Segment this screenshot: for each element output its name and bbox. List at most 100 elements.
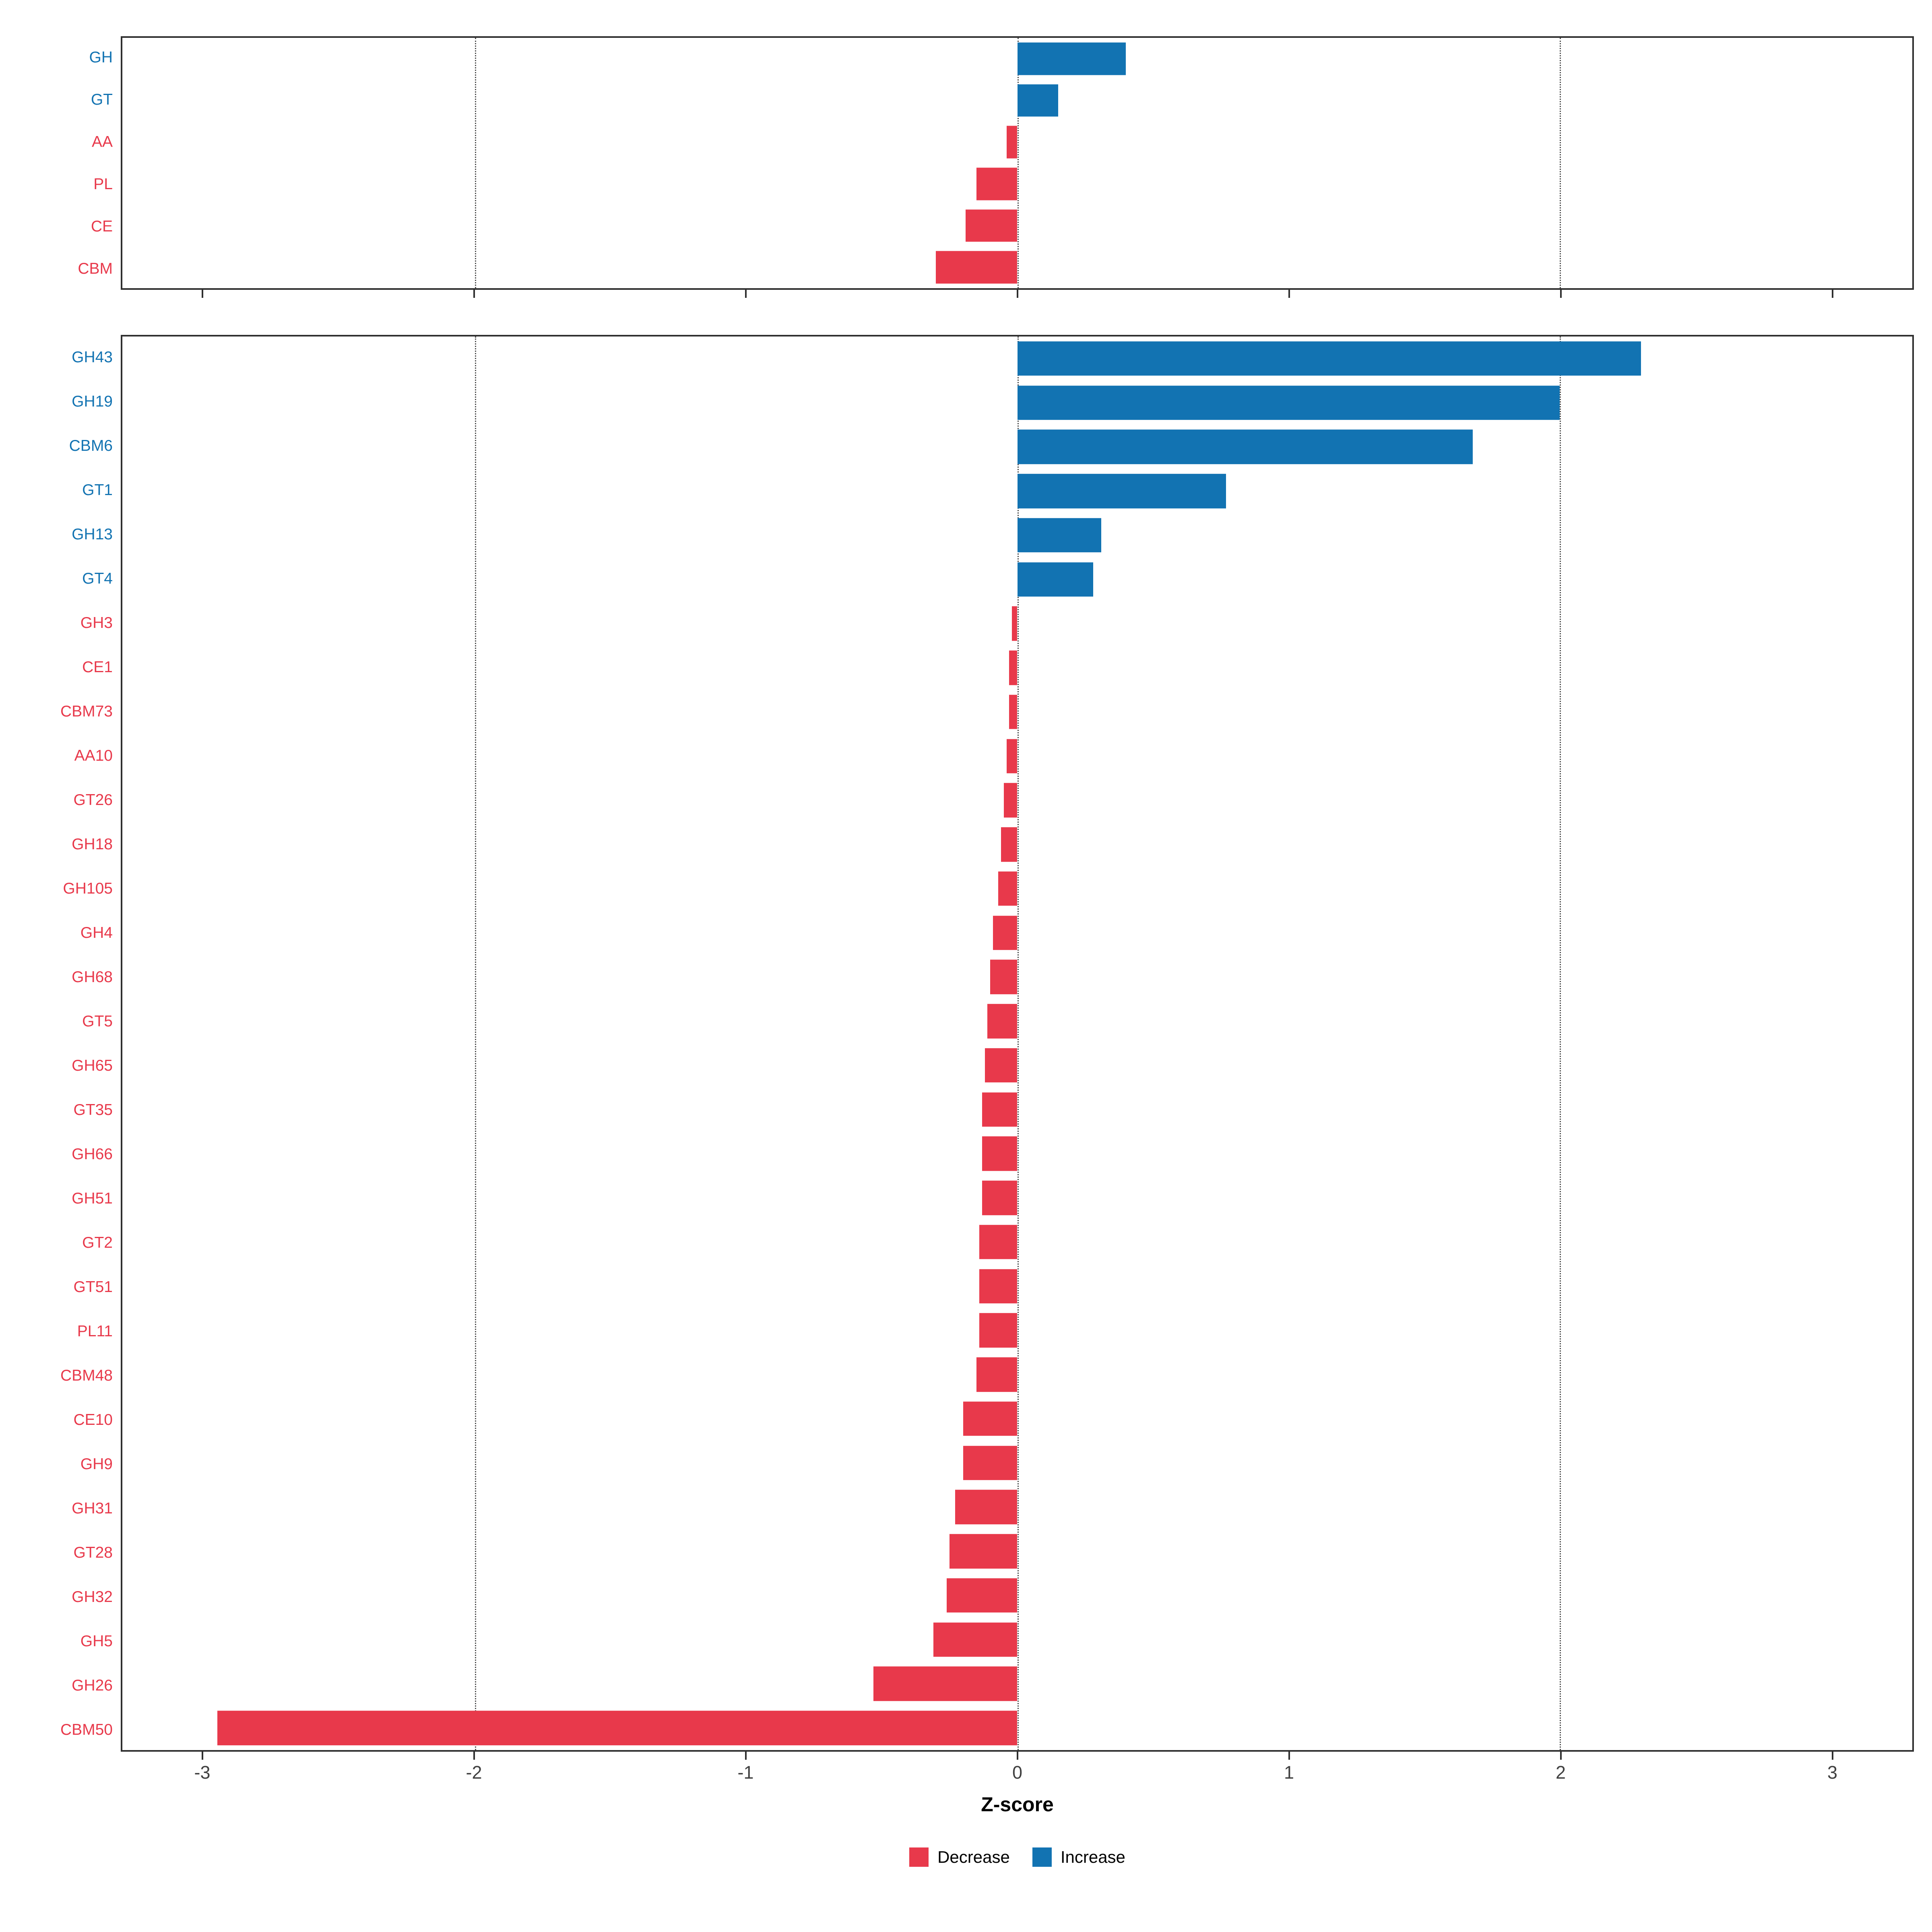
bar-band-cbm6: [122, 425, 1912, 469]
x-axis-title-row: Z-score: [18, 1793, 1914, 1816]
category-label-gh4: GH4: [80, 924, 113, 941]
bar-band-gh18: [122, 822, 1912, 867]
plot-area-bottom: [121, 335, 1914, 1752]
bar-band-gh4: [122, 911, 1912, 955]
bar-gh13: [1017, 518, 1102, 553]
category-label-cbm: CBM: [78, 260, 113, 277]
bar-gh43: [1017, 341, 1641, 376]
bar-gh: [1017, 42, 1126, 75]
bar-band-ce1: [122, 646, 1912, 690]
axis-ticks-bottom: [121, 1752, 1914, 1761]
bar-band-aa: [122, 121, 1912, 163]
bar-pl: [976, 167, 1018, 200]
category-label-ce10: CE10: [73, 1411, 113, 1428]
bar-band-gt4: [122, 557, 1912, 602]
tick-mark-2: [1560, 1752, 1562, 1760]
category-label-gh19: GH19: [72, 392, 113, 410]
bar-band-cbm: [122, 246, 1912, 288]
category-label-gh: GH: [89, 49, 113, 66]
gridline-0: [1017, 38, 1019, 288]
bar-gt35: [982, 1092, 1018, 1127]
tick-mark-0: [1016, 1752, 1018, 1760]
category-label-gh43: GH43: [72, 348, 113, 366]
bar-gt26: [1003, 783, 1018, 818]
bar-band-gh26: [122, 1662, 1912, 1706]
axis-ticks-top: [121, 290, 1914, 299]
category-label-ce: CE: [91, 218, 113, 235]
bar-gh5: [933, 1622, 1018, 1657]
category-labels-bottom: GH43 GH19 CBM6 GT1 GH13 GT4 GH3 CE1 CBM73 AA10 GT2…: [18, 335, 121, 1752]
legend-row: Decrease Increase: [18, 1847, 1914, 1867]
bar-gh65: [985, 1048, 1018, 1083]
category-label-ce1: CE1: [82, 658, 113, 676]
bar-pl11: [979, 1313, 1018, 1348]
category-label-gt1: GT1: [82, 481, 113, 499]
bar-band-gh31: [122, 1485, 1912, 1530]
x-axis-tick-label-1: 1: [1284, 1762, 1294, 1783]
category-label-gh9: GH9: [80, 1455, 113, 1473]
bar-band-gt5: [122, 999, 1912, 1043]
category-label-cbm73: CBM73: [60, 702, 113, 720]
gridline-2: [1560, 336, 1561, 1750]
x-axis-tick-label--2: -2: [466, 1762, 482, 1783]
bar-band-gh66: [122, 1132, 1912, 1176]
bar-gt28: [949, 1534, 1018, 1569]
category-label-gt5: GT5: [82, 1012, 113, 1030]
bar-band-gt26: [122, 778, 1912, 823]
bar-band-gt28: [122, 1529, 1912, 1573]
bar-cbm50: [217, 1711, 1018, 1745]
x-axis-tick-label-0: 0: [1012, 1762, 1023, 1783]
category-label-gh68: GH68: [72, 968, 113, 986]
category-label-aa: AA: [91, 133, 113, 151]
category-label-gh105: GH105: [63, 879, 113, 897]
category-label-gt4: GT4: [82, 570, 113, 587]
x-axis-tick-label-2: 2: [1555, 1762, 1566, 1783]
bar-gt4: [1017, 562, 1094, 597]
plot-wrap-top: [121, 36, 1914, 298]
bar-band-ce: [122, 205, 1912, 247]
category-label-cbm50: CBM50: [60, 1721, 113, 1738]
axis-gutter: [18, 1762, 121, 1787]
bar-gh68: [990, 960, 1018, 995]
category-label-pl: PL: [93, 175, 113, 193]
bar-band-gh43: [122, 336, 1912, 381]
category-label-gt2: GT2: [82, 1234, 113, 1251]
bar-band-gh3: [122, 602, 1912, 646]
category-label-pl11: PL11: [77, 1322, 113, 1340]
bar-band-gh13: [122, 513, 1912, 557]
legend: Decrease Increase: [121, 1847, 1914, 1867]
category-label-gt26: GT26: [73, 791, 113, 809]
bar-band-aa10: [122, 734, 1912, 778]
bar-band-gh19: [122, 381, 1912, 425]
category-label-gt: GT: [91, 91, 113, 108]
x-axis-title: Z-score: [981, 1793, 1054, 1816]
bar-gh3: [1012, 606, 1018, 641]
category-label-gh32: GH32: [72, 1588, 113, 1606]
bar-gh105: [998, 871, 1018, 906]
tick-mark--3: [201, 1752, 203, 1760]
bar-band-cbm50: [122, 1706, 1912, 1750]
bar-aa: [1006, 126, 1018, 159]
tick-mark--1: [745, 1752, 747, 1760]
category-label-gh26: GH26: [72, 1676, 113, 1694]
plot-area-top: [121, 36, 1914, 290]
bar-cbm48: [976, 1357, 1018, 1392]
category-label-gh13: GH13: [72, 525, 113, 543]
bar-gt5: [987, 1004, 1018, 1038]
bar-gh51: [982, 1181, 1018, 1215]
tick-mark-2: [1560, 290, 1562, 298]
category-labels-top: GH GT AA PL CE CBM: [18, 36, 121, 290]
tick-mark--3: [201, 290, 203, 298]
bar-band-gt35: [122, 1088, 1912, 1132]
x-axis: -3 -2 -1 0 1 2 3: [18, 1762, 1914, 1787]
bar-ce1: [1009, 650, 1018, 685]
panel-bottom: GH43 GH19 CBM6 GT1 GH13 GT4 GH3 CE1 CBM73 AA10 GT2…: [18, 335, 1914, 1760]
bar-gh26: [873, 1666, 1018, 1701]
category-label-gh31: GH31: [72, 1499, 113, 1517]
legend-swatch-decrease: [909, 1847, 929, 1867]
bar-band-gh5: [122, 1618, 1912, 1662]
legend-swatch-increase: [1032, 1847, 1052, 1867]
bar-gh4: [993, 915, 1018, 950]
tick-mark-3: [1831, 1752, 1833, 1760]
category-label-gh5: GH5: [80, 1632, 113, 1650]
